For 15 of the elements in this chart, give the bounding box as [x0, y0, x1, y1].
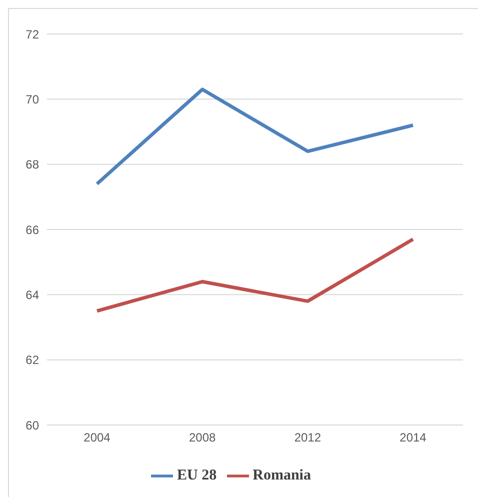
- x-tick-label: 2008: [188, 430, 216, 445]
- y-tick-label: 68: [26, 158, 40, 172]
- y-tick-label: 60: [26, 418, 40, 432]
- legend-label: Romania: [252, 467, 311, 484]
- legend-label: EU 28: [177, 467, 217, 484]
- x-tick-label: 2012: [294, 430, 322, 445]
- y-tick-label: 70: [26, 92, 40, 106]
- line-series: [95, 88, 415, 186]
- y-tick-label: 72: [26, 27, 40, 42]
- x-tick-label: 2004: [84, 430, 111, 445]
- y-tick-label: 64: [26, 288, 40, 302]
- y-tick-label: 62: [26, 353, 40, 368]
- x-tick-label: 2014: [400, 430, 427, 445]
- line-series: [95, 238, 415, 313]
- y-tick-label: 66: [26, 222, 40, 237]
